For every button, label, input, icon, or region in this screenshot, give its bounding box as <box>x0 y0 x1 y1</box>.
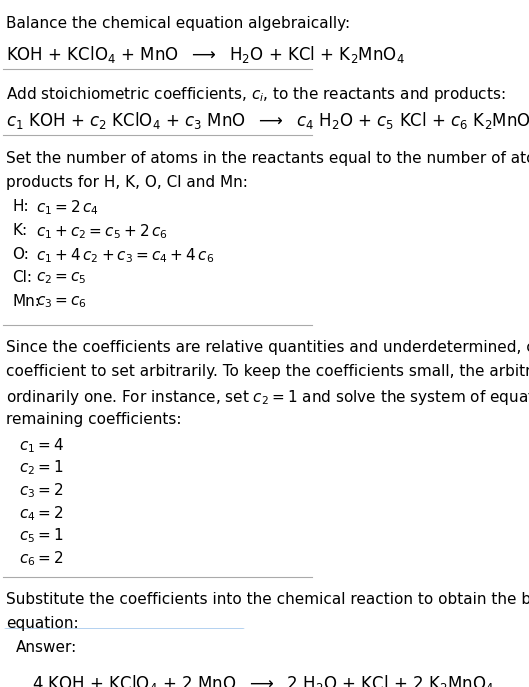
Text: $c_4 = 2$: $c_4 = 2$ <box>19 504 63 523</box>
FancyBboxPatch shape <box>3 629 246 687</box>
Text: products for H, K, O, Cl and Mn:: products for H, K, O, Cl and Mn: <box>6 175 248 190</box>
Text: Since the coefficients are relative quantities and underdetermined, choose a: Since the coefficients are relative quan… <box>6 340 529 355</box>
Text: $c_1 + c_2 = c_5 + 2\,c_6$: $c_1 + c_2 = c_5 + 2\,c_6$ <box>37 223 168 241</box>
Text: K:: K: <box>13 223 28 238</box>
Text: $c_2 = c_5$: $c_2 = c_5$ <box>37 271 87 286</box>
Text: Set the number of atoms in the reactants equal to the number of atoms in the: Set the number of atoms in the reactants… <box>6 151 529 166</box>
Text: ordinarily one. For instance, set $c_2 = 1$ and solve the system of equations fo: ordinarily one. For instance, set $c_2 =… <box>6 388 529 407</box>
Text: O:: O: <box>13 247 30 262</box>
Text: $c_1 + 4\,c_2 + c_3 = c_4 + 4\,c_6$: $c_1 + 4\,c_2 + c_3 = c_4 + 4\,c_6$ <box>37 247 214 265</box>
Text: Substitute the coefficients into the chemical reaction to obtain the balanced: Substitute the coefficients into the che… <box>6 592 529 607</box>
Text: $c_1$ KOH + $c_2$ KClO$_4$ + $c_3$ MnO  $\longrightarrow$  $c_4$ H$_2$O + $c_5$ : $c_1$ KOH + $c_2$ KClO$_4$ + $c_3$ MnO $… <box>6 110 529 131</box>
Text: coefficient to set arbitrarily. To keep the coefficients small, the arbitrary va: coefficient to set arbitrarily. To keep … <box>6 364 529 379</box>
Text: $c_1 = 4$: $c_1 = 4$ <box>19 436 64 455</box>
Text: Mn:: Mn: <box>13 294 41 309</box>
Text: Add stoichiometric coefficients, $c_i$, to the reactants and products:: Add stoichiometric coefficients, $c_i$, … <box>6 85 506 104</box>
Text: $c_3 = 2$: $c_3 = 2$ <box>19 481 63 500</box>
Text: Cl:: Cl: <box>13 271 33 286</box>
Text: $c_3 = c_6$: $c_3 = c_6$ <box>37 294 87 310</box>
Text: remaining coefficients:: remaining coefficients: <box>6 412 182 427</box>
Text: $c_6 = 2$: $c_6 = 2$ <box>19 549 63 567</box>
Text: $c_5 = 1$: $c_5 = 1$ <box>19 526 63 545</box>
Text: 4 KOH + KClO$_4$ + 2 MnO  $\longrightarrow$  2 H$_2$O + KCl + 2 K$_2$MnO$_4$: 4 KOH + KClO$_4$ + 2 MnO $\longrightarro… <box>32 673 494 687</box>
Text: H:: H: <box>13 199 29 214</box>
Text: $c_1 = 2\,c_4$: $c_1 = 2\,c_4$ <box>37 199 99 218</box>
Text: equation:: equation: <box>6 616 79 631</box>
Text: Balance the chemical equation algebraically:: Balance the chemical equation algebraica… <box>6 16 350 31</box>
Text: KOH + KClO$_4$ + MnO  $\longrightarrow$  H$_2$O + KCl + K$_2$MnO$_4$: KOH + KClO$_4$ + MnO $\longrightarrow$ H… <box>6 44 405 65</box>
Text: Answer:: Answer: <box>16 640 77 655</box>
Text: $c_2 = 1$: $c_2 = 1$ <box>19 458 63 477</box>
